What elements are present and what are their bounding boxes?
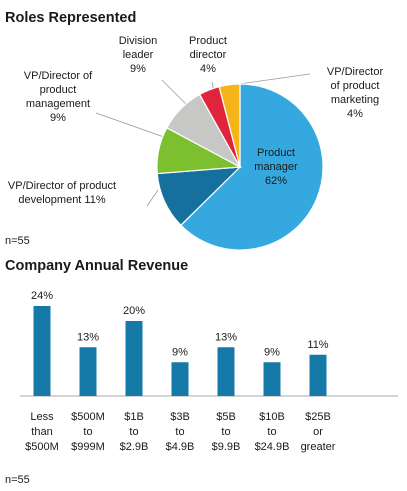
pie-labels: Product manager 62% VP/Director of product d… xyxy=(8,35,384,206)
pie-label-product-manager: Product manager 62% xyxy=(254,147,298,187)
pie-label-vp-director-of-product-management: VP/Director of product management 9% xyxy=(24,70,93,124)
bar-category-label-line: than xyxy=(31,426,52,438)
bar-500m-to-999m xyxy=(79,347,97,396)
pie-sample-size: n=55 xyxy=(5,235,30,247)
pie-label-line: Product xyxy=(189,35,227,47)
bar-category-label-line: to xyxy=(175,426,184,438)
bar-value-label: 13% xyxy=(77,331,99,343)
bar-less-than-500m xyxy=(33,306,51,396)
pie-label-line: Product xyxy=(257,147,295,159)
pie-label-line: marketing xyxy=(331,94,379,106)
bars xyxy=(33,306,327,396)
bar-1b-to-2-9b xyxy=(125,321,143,396)
pie-label-product-director: Product director 4% xyxy=(189,35,227,75)
bar-category-label-line: $9.9B xyxy=(212,441,241,453)
pie-label-line: development 11% xyxy=(18,194,105,206)
bar-category-label: $1B to $2.9B xyxy=(120,411,149,453)
pie-label-vp-director-of-product-marketing: VP/Director of product marketing 4% xyxy=(327,66,384,120)
bar-category-label: $3B to $4.9B xyxy=(166,411,195,453)
pie-label-division-leader: Division leader 9% xyxy=(119,35,158,75)
bar-sample-size: n=55 xyxy=(5,474,30,486)
pie-slice-vp-director-of-product-marketing xyxy=(218,83,241,168)
bar-category-label-line: $10B xyxy=(259,411,285,423)
bar-category-label: $5B to $9.9B xyxy=(212,411,241,453)
bar-value-label: 20% xyxy=(123,305,145,317)
pie-label-line: manager xyxy=(254,161,298,173)
bar-value-labels: 24% 13% 20% 9% 13% 9% 11% xyxy=(31,290,329,358)
bar-category-label-line: $24.9B xyxy=(255,441,290,453)
bar-category-label-line: $5B xyxy=(216,411,236,423)
bar-category-label-line: to xyxy=(83,426,92,438)
pie-slices xyxy=(156,83,324,251)
pie-label-line: of product xyxy=(331,80,380,92)
bar-category-label-line: $3B xyxy=(170,411,190,423)
bar-category-label-line: to xyxy=(267,426,276,438)
bar-category-label-line: $25B xyxy=(305,411,331,423)
pie-slice-product-manager xyxy=(180,83,324,251)
bar-category-label: $10B to $24.9B xyxy=(255,411,290,453)
pie-label-line: Division xyxy=(119,35,158,47)
bar-category-label-line: to xyxy=(129,426,138,438)
pie-label-line: product xyxy=(40,84,77,96)
pie-label-line: 9% xyxy=(50,112,66,124)
pie-label-line: 4% xyxy=(200,63,216,75)
bar-10b-to-24-9b xyxy=(263,362,281,396)
leader-line-vp-director-of-product-marketing xyxy=(231,73,311,86)
bar-category-label: $25B or greater xyxy=(301,411,336,453)
leader-line-vp-director-of-product-development xyxy=(146,189,159,207)
bar-category-label-line: or xyxy=(313,426,323,438)
bar-category-label-line: $1B xyxy=(124,411,144,423)
bar-category-label-line: $500M xyxy=(25,441,59,453)
pie-label-line: VP/Director of product xyxy=(8,180,116,192)
bar-value-label: 13% xyxy=(215,331,237,343)
pie-label-line: management xyxy=(26,98,90,110)
bar-category-label-line: $2.9B xyxy=(120,441,149,453)
bar-value-label: 9% xyxy=(264,346,280,358)
bar-25b-or-greater xyxy=(309,354,327,396)
pie-label-vp-director-of-product-development: VP/Director of product development 11% xyxy=(8,180,116,206)
bar-chart-title: Company Annual Revenue xyxy=(5,258,188,274)
pie-label-line: VP/Director of xyxy=(24,70,93,82)
pie-label-line: 4% xyxy=(347,108,363,120)
pie-label-line: leader xyxy=(123,49,154,61)
pie-label-line: director xyxy=(190,49,227,61)
bar-value-label: 24% xyxy=(31,290,53,302)
bar-category-label-line: to xyxy=(221,426,230,438)
bar-category-label-line: $500M xyxy=(71,411,105,423)
bar-5b-to-9-9b xyxy=(217,347,235,396)
bar-3b-to-4-9b xyxy=(171,362,189,396)
pie-label-line: VP/Director xyxy=(327,66,384,78)
bar-category-label-line: $999M xyxy=(71,441,105,453)
bar-category-label-line: $4.9B xyxy=(166,441,195,453)
pie-chart-title: Roles Represented xyxy=(5,10,136,26)
pie-label-line: 62% xyxy=(265,175,287,187)
bar-value-label: 9% xyxy=(172,346,188,358)
bar-category-label-line: Less xyxy=(30,411,54,423)
bar-category-labels: Less than $500M $500M to $999M $1B to $2.9B $3B to… xyxy=(25,411,336,453)
bar-category-label: $500M to $999M xyxy=(71,411,105,453)
bar-value-label: 11% xyxy=(307,339,328,351)
pie-label-line: 9% xyxy=(130,63,146,75)
bar-category-label-line: greater xyxy=(301,441,336,453)
bar-category-label: Less than $500M xyxy=(25,411,59,453)
